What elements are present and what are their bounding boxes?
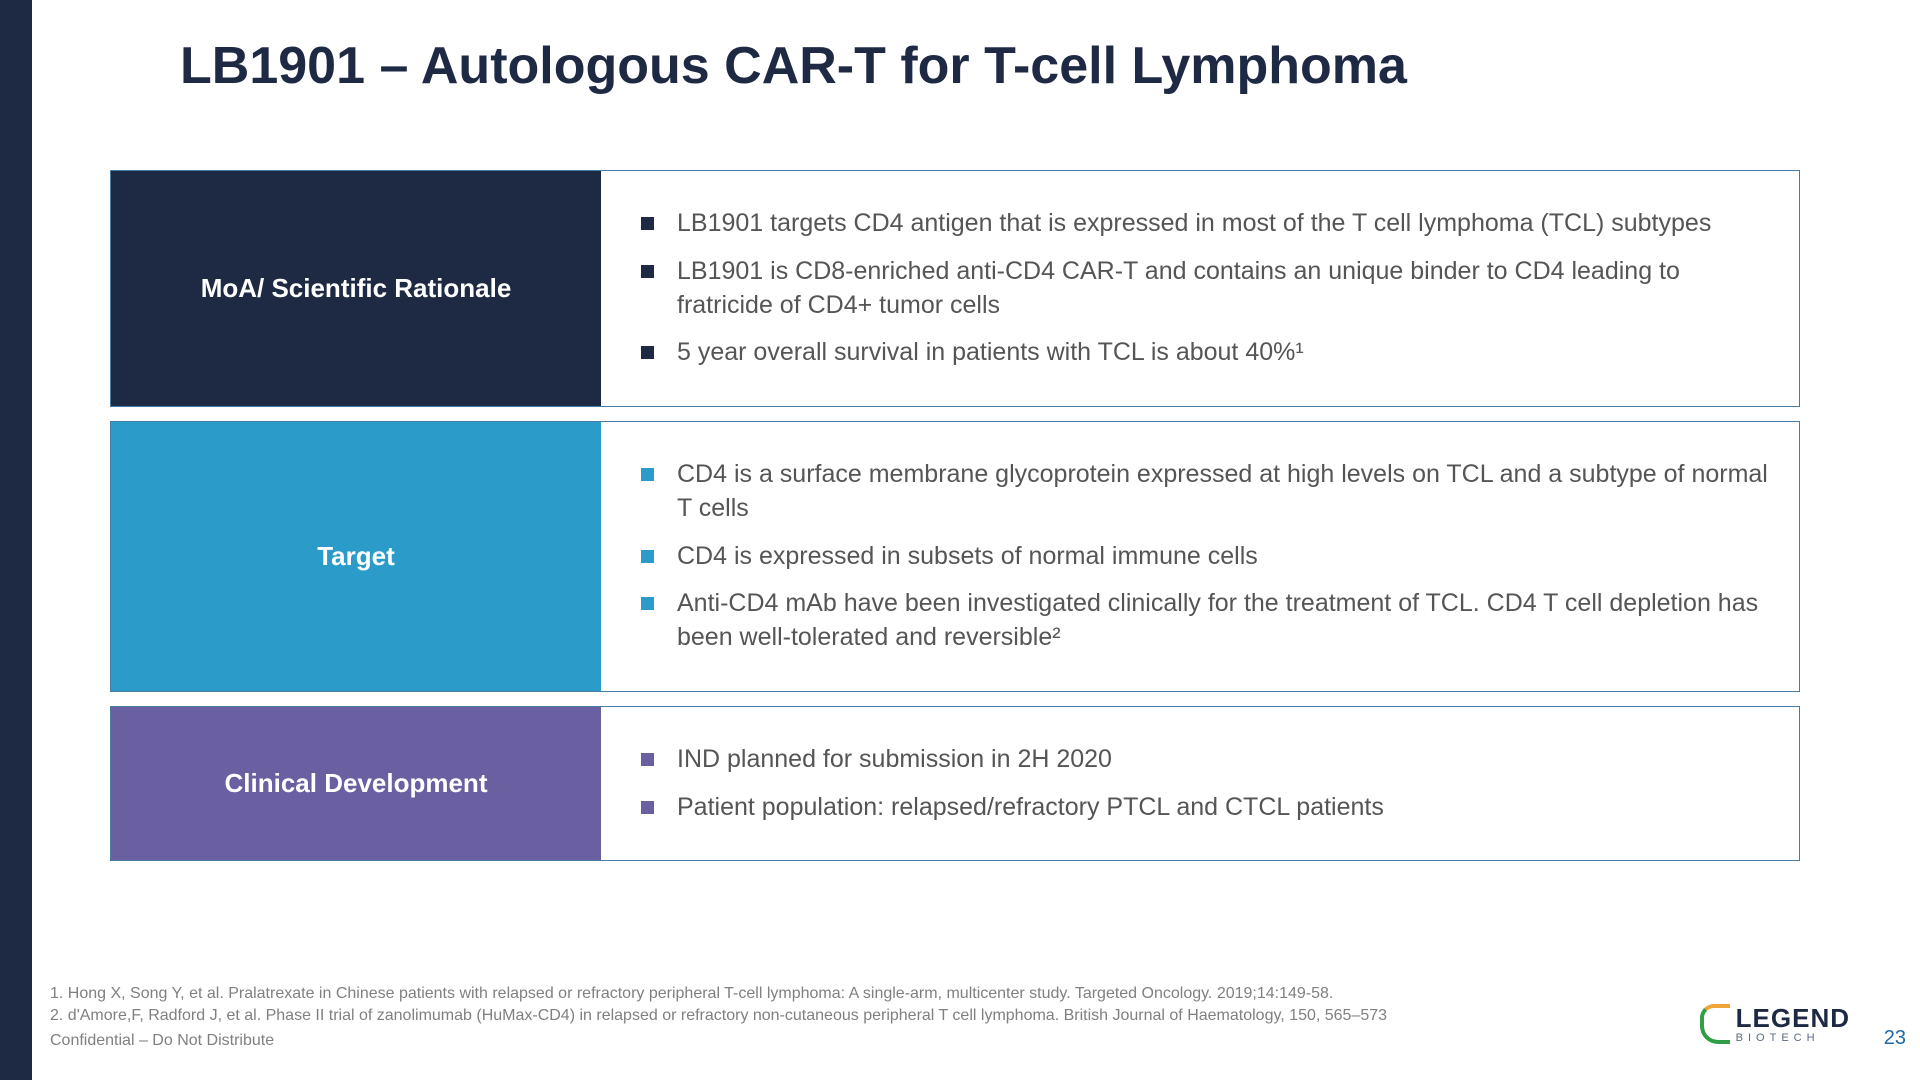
- company-logo: LEGEND BIOTECH: [1700, 1004, 1850, 1044]
- row-body: LB1901 targets CD4 antigen that is expre…: [601, 171, 1799, 406]
- table-row: MoA/ Scientific Rationale LB1901 targets …: [110, 170, 1800, 407]
- logo-sub-text: BIOTECH: [1736, 1033, 1850, 1044]
- row-category: MoA/ Scientific Rationale: [111, 171, 601, 406]
- page-number: 23: [1884, 1027, 1906, 1050]
- bullet-list: IND planned for submission in 2H 2020 Pat…: [641, 743, 1769, 825]
- row-body: CD4 is a surface membrane glycoprotein e…: [601, 422, 1799, 691]
- logo-mark-icon: [1700, 1004, 1730, 1044]
- bullet-item: Patient population: relapsed/refractory …: [641, 791, 1769, 825]
- bullet-item: Anti-CD4 mAb have been investigated clin…: [641, 587, 1769, 655]
- row-category: Target: [111, 422, 601, 691]
- bullet-item: CD4 is a surface membrane glycoprotein e…: [641, 458, 1769, 526]
- logo-text: LEGEND BIOTECH: [1736, 1005, 1850, 1044]
- table-row: Target CD4 is a surface membrane glycopro…: [110, 421, 1800, 692]
- content-table: MoA/ Scientific Rationale LB1901 targets …: [110, 170, 1800, 875]
- slide-title: LB1901 – Autologous CAR-T for T-cell Lym…: [180, 36, 1407, 96]
- table-row: Clinical Development IND planned for subm…: [110, 706, 1800, 862]
- bullet-item: CD4 is expressed in subsets of normal im…: [641, 540, 1769, 574]
- footnote-2: 2. d'Amore,F, Radford J, et al. Phase II…: [50, 1005, 1550, 1027]
- bullet-list: LB1901 targets CD4 antigen that is expre…: [641, 207, 1769, 370]
- bullet-list: CD4 is a surface membrane glycoprotein e…: [641, 458, 1769, 655]
- row-body: IND planned for submission in 2H 2020 Pat…: [601, 707, 1799, 861]
- logo-main-text: LEGEND: [1736, 1005, 1850, 1031]
- footnote-1: 1. Hong X, Song Y, et al. Pralatrexate i…: [50, 983, 1550, 1005]
- confidential-label: Confidential – Do Not Distribute: [50, 1030, 1550, 1052]
- footnotes: 1. Hong X, Song Y, et al. Pralatrexate i…: [50, 983, 1550, 1052]
- slide: LB1901 – Autologous CAR-T for T-cell Lym…: [0, 0, 1920, 1080]
- row-category: Clinical Development: [111, 707, 601, 861]
- accent-bar: [0, 0, 32, 1080]
- bullet-item: 5 year overall survival in patients with…: [641, 336, 1769, 370]
- bullet-item: LB1901 targets CD4 antigen that is expre…: [641, 207, 1769, 241]
- bullet-item: IND planned for submission in 2H 2020: [641, 743, 1769, 777]
- bullet-item: LB1901 is CD8-enriched anti-CD4 CAR-T an…: [641, 255, 1769, 323]
